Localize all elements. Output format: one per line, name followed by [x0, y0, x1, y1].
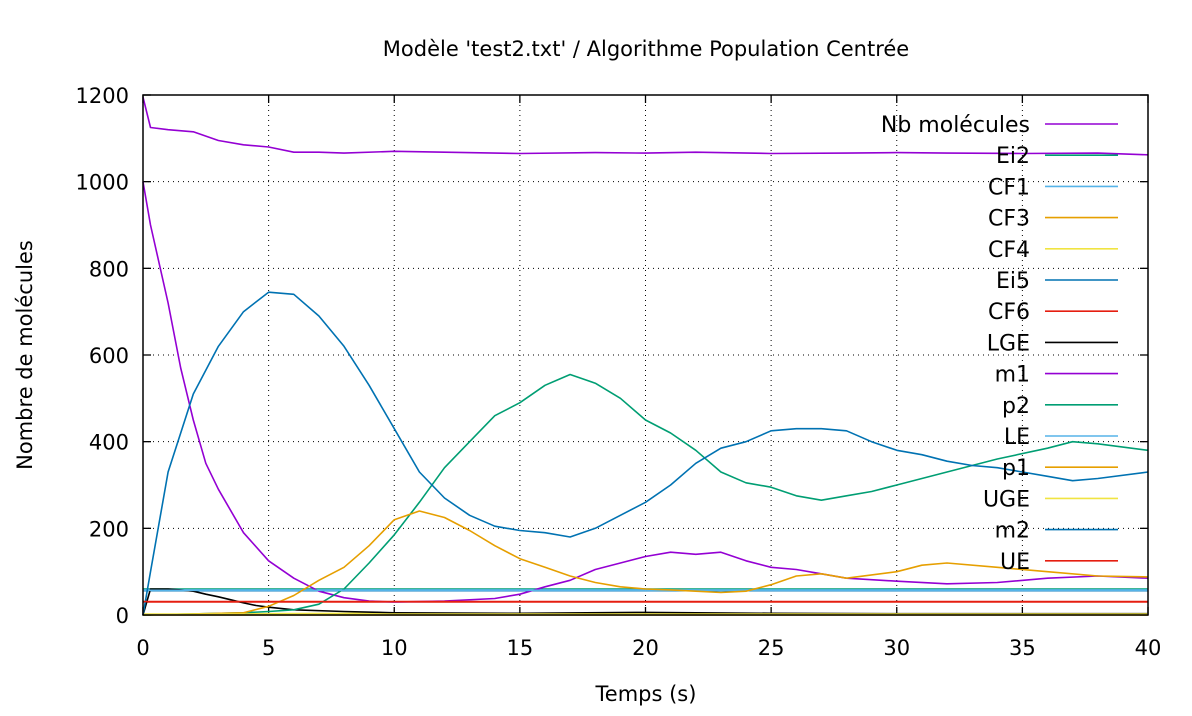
legend-label-ue: UE: [1000, 550, 1030, 575]
y-tick-label: 0: [116, 604, 129, 628]
chart-title: Modèle 'test2.txt' / Algorithme Populati…: [383, 37, 909, 61]
legend-label-le: LE: [1004, 425, 1030, 450]
x-tick-label: 35: [1009, 636, 1036, 660]
y-tick-label: 600: [89, 344, 129, 368]
legend-label-cf4: CF4: [988, 238, 1030, 263]
legend-label-ei5: Ei5: [996, 269, 1030, 294]
plot-frame: [142, 94, 1149, 616]
x-tick-label: 20: [632, 636, 659, 660]
series-line-p2: [142, 373, 1149, 616]
y-tick-label: 1000: [76, 171, 129, 195]
x-tick-label: 40: [1135, 636, 1162, 660]
x-tick-label: 30: [883, 636, 910, 660]
legend: Nb molécules Ei2 CF1 CF3 CF4 Ei5 CF6 LGE m1 p2 LE p…: [881, 113, 1118, 575]
y-tick-label: 200: [89, 517, 129, 541]
legend-label-p1: p1: [1002, 456, 1030, 481]
series-line-m2: [142, 291, 1149, 616]
x-tick-label: 25: [758, 636, 785, 660]
legend-label-cf3: CF3: [988, 207, 1030, 232]
grid: [143, 95, 1148, 615]
y-tick-label: 800: [89, 257, 129, 281]
legend-label-lge: LGE: [987, 331, 1030, 356]
y-tick-label: 400: [89, 431, 129, 455]
legend-label-cf1: CF1: [988, 175, 1030, 200]
x-tick-label: 15: [507, 636, 534, 660]
legend-label-m2: m2: [995, 519, 1030, 544]
legend-label-cf6: CF6: [988, 300, 1030, 325]
x-tick-label: 5: [262, 636, 275, 660]
x-tick-label: 10: [381, 636, 408, 660]
series-line-m1: [142, 181, 1149, 603]
series-line-nb-molecules: [142, 97, 1149, 156]
legend-label-ei2: Ei2: [996, 144, 1030, 169]
y-tick-label: 1200: [76, 84, 129, 108]
legend-label-m1: m1: [995, 363, 1030, 388]
series-lines: [142, 97, 1149, 616]
y-axis-label: Nombre de molécules: [13, 240, 37, 470]
x-axis-label: Temps (s): [595, 682, 697, 706]
series-line-p1: [142, 510, 1149, 616]
x-tick-label: 0: [136, 636, 149, 660]
legend-label-nb-molecules: Nb molécules: [881, 113, 1030, 138]
legend-label-uge: UGE: [983, 487, 1030, 512]
legend-label-p2: p2: [1002, 394, 1030, 419]
